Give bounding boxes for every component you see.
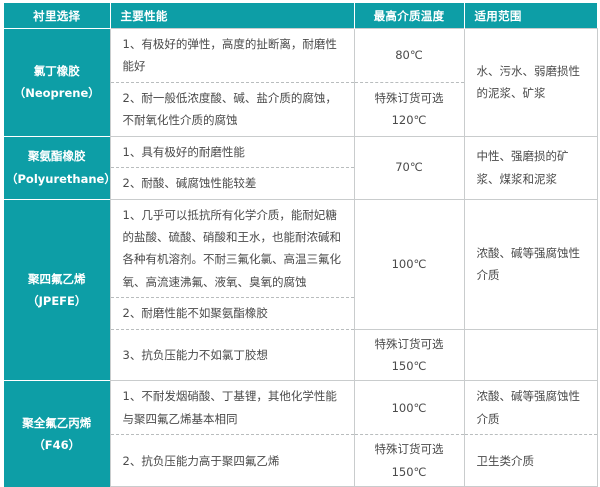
lining-name-en: （Neoprene）: [13, 86, 100, 101]
max-temp-value: 100℃: [353, 198, 465, 330]
lining-name-en: （F46）: [33, 438, 81, 453]
max-temp-value: 特殊订货可选 150℃: [353, 434, 465, 487]
max-temp-value: 特殊订货可选 120℃: [353, 81, 465, 137]
table-header: 衬里选择 主要性能 最高介质温度 适用范围: [4, 3, 597, 29]
column-header-lining: 衬里选择: [4, 3, 110, 29]
scope-text: 卫生类介质: [463, 434, 598, 487]
lining-selection-table: 衬里选择 主要性能 最高介质温度 适用范围 氯丁橡胶 （Neoprene） 1、…: [4, 3, 598, 487]
max-temp-value: 70℃: [353, 135, 465, 200]
performance-text: 2、耐一般低浓度酸、碱、盐介质的腐蚀，不耐氧化性介质的腐蚀: [109, 81, 355, 137]
table-row: 2、耐一般低浓度酸、碱、盐介质的腐蚀，不耐氧化性介质的腐蚀 特殊订货可选 120…: [4, 81, 597, 137]
max-temp-value: 100℃: [353, 380, 465, 436]
lining-name-cn: 氯丁橡胶: [33, 63, 80, 78]
performance-text: 2、抗负压能力高于聚四氟乙烯: [109, 434, 355, 487]
table-header-row: 衬里选择 主要性能 最高介质温度 适用范围: [4, 3, 597, 29]
table-row: 氯丁橡胶 （Neoprene） 1、有极好的弹性，高度的扯断离，耐磨性能好 80…: [4, 28, 598, 137]
table-row: 聚氨酯橡胶 （Polyurethane） 1、具有极好的耐磨性能 70℃ 中性、…: [4, 135, 598, 200]
table-row: 3、抗负压能力不如氯丁胶想 特殊订货可选 150℃: [4, 328, 598, 382]
lining-name-en: （JPEFE）: [27, 294, 87, 308]
max-temp-value: 特殊订货可选 150℃: [353, 328, 465, 382]
performance-text: 1、不耐发烟硝酸、丁基锂，其他化学性能与聚四氟乙烯基本相同: [109, 380, 355, 436]
lining-name-en: （Polyurethane）: [6, 171, 116, 186]
column-header-scope: 适用范围: [463, 3, 597, 29]
max-temp-note: 特殊订货可选: [374, 90, 444, 105]
table-row: 聚四氟乙烯 （JPEFE） 1、几乎可以抵抗所有化学介质，能耐妃糖的盐酸、硫酸、…: [4, 198, 598, 381]
lining-name-jpefe: 聚四氟乙烯 （JPEFE）: [4, 198, 110, 381]
performance-text: 2、耐酸、碱腐蚀性能较差: [109, 167, 355, 200]
lining-selection-table-container: 衬里选择 主要性能 最高介质温度 适用范围 氯丁橡胶 （Neoprene） 1、…: [4, 3, 598, 487]
lining-name-cn: 聚四氟乙烯: [28, 271, 86, 286]
performance-text: 1、有极好的弹性，高度的扯断离，耐磨性能好: [109, 28, 355, 83]
scope-text: 浓酸、碱等强腐蚀性介质: [463, 380, 598, 436]
max-temp-value: 80℃: [353, 28, 465, 83]
scope-text: [463, 328, 598, 382]
scope-text: 水、污水、弱磨损性的泥浆、矿浆: [463, 28, 598, 137]
performance-text: 1、具有极好的耐磨性能: [109, 135, 355, 169]
table-row: 2、耐磨性能不如聚氨酯橡胶: [4, 297, 597, 330]
max-temp-number: 120℃: [391, 113, 427, 128]
scope-text: 浓酸、碱等强腐蚀性介质: [463, 198, 598, 330]
max-temp-number: 150℃: [391, 359, 427, 374]
column-header-max-temp: 最高介质温度: [353, 3, 464, 29]
max-temp-number: 150℃: [391, 464, 427, 479]
performance-text: 1、几乎可以抵抗所有化学介质，能耐妃糖的盐酸、硫酸、硝酸和王水，也能耐浓碱和各种…: [109, 198, 355, 299]
performance-text: 3、抗负压能力不如氯丁胶想: [109, 328, 355, 382]
column-header-performance: 主要性能: [109, 3, 354, 29]
lining-name-cn: 聚氨酯橡胶: [28, 149, 86, 164]
lining-name-polyurethane: 聚氨酯橡胶 （Polyurethane）: [4, 135, 116, 200]
table-body: 氯丁橡胶 （Neoprene） 1、有极好的弹性，高度的扯断离，耐磨性能好 80…: [4, 28, 598, 487]
max-temp-note: 特殊订货可选: [374, 442, 444, 457]
lining-name-cn: 聚全氟乙丙烯: [22, 415, 92, 430]
max-temp-note: 特殊订货可选: [374, 336, 444, 351]
lining-name-f46: 聚全氟乙丙烯 （F46）: [4, 380, 110, 487]
performance-text: 2、耐磨性能不如聚氨酯橡胶: [109, 297, 355, 330]
lining-name-neoprene: 氯丁橡胶 （Neoprene）: [4, 28, 110, 137]
scope-text: 中性、强磨损的矿浆、煤浆和泥浆: [463, 135, 598, 200]
table-row: 2、耐酸、碱腐蚀性能较差: [4, 167, 597, 200]
